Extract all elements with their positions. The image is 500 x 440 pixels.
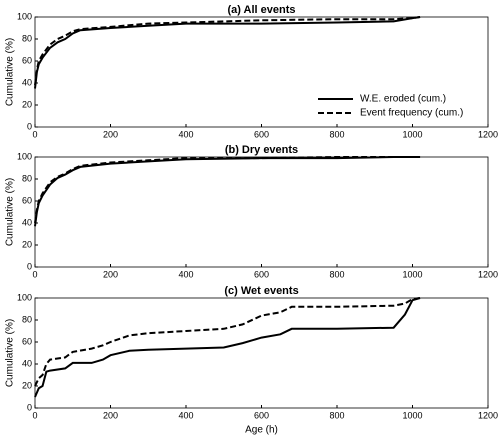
y-tick-label: 40 <box>22 77 32 87</box>
x-tick-label: 400 <box>178 129 193 139</box>
x-tick-label: 800 <box>329 410 344 420</box>
y-tick-label: 60 <box>22 195 32 205</box>
chart-title: (b) Dry events <box>225 144 298 156</box>
x-tick-label: 600 <box>254 129 269 139</box>
plot-frame <box>34 297 489 409</box>
y-tick-label: 40 <box>22 358 32 368</box>
line <box>34 156 421 224</box>
y-tick-label: 20 <box>22 99 32 109</box>
x-tick-label: 1000 <box>402 269 422 279</box>
x-axis-label: Age (h) <box>245 425 278 436</box>
line <box>34 297 421 387</box>
line <box>34 297 421 398</box>
x-tick-label: 0 <box>32 269 37 279</box>
x-tick-label: 200 <box>103 410 118 420</box>
y-tick-label: 80 <box>22 314 32 324</box>
x-tick-label: 1200 <box>478 410 498 420</box>
y-tick-label: 40 <box>22 217 32 227</box>
y-tick-label: 80 <box>22 33 32 43</box>
x-tick-label: 600 <box>254 269 269 279</box>
chart-title: (a) All events <box>227 4 295 16</box>
y-tick-label: 0 <box>27 402 32 412</box>
y-tick-label: 20 <box>22 239 32 249</box>
x-tick-label: 400 <box>178 410 193 420</box>
x-tick-label: 800 <box>329 269 344 279</box>
chart-title: (c) Wet events <box>224 285 298 297</box>
y-tick-label: 60 <box>22 336 32 346</box>
x-tick-label: 0 <box>32 129 37 139</box>
x-tick-label: 400 <box>178 269 193 279</box>
y-tick-label: 80 <box>22 173 32 183</box>
x-tick-label: 200 <box>103 269 118 279</box>
line <box>34 16 421 89</box>
x-tick-label: 1000 <box>402 129 422 139</box>
x-tick-label: 600 <box>254 410 269 420</box>
y-axis-label: Cumulative (%) <box>5 178 16 246</box>
y-axis-label: Cumulative (%) <box>5 38 16 106</box>
y-tick-label: 20 <box>22 380 32 390</box>
y-tick-label: 100 <box>17 292 32 302</box>
y-tick-label: 0 <box>27 261 32 271</box>
y-tick-label: 60 <box>22 55 32 65</box>
plot-frame <box>34 156 489 268</box>
y-tick-label: 100 <box>17 151 32 161</box>
x-tick-label: 1200 <box>478 269 498 279</box>
x-tick-label: 1000 <box>402 410 422 420</box>
y-axis-label: Cumulative (%) <box>5 319 16 387</box>
legend-label: Event frequency (cum.) <box>360 108 463 119</box>
legend-label: W.E. eroded (cum.) <box>360 94 446 105</box>
x-tick-label: 200 <box>103 129 118 139</box>
y-tick-label: 100 <box>17 11 32 21</box>
line <box>34 156 421 227</box>
y-tick-label: 0 <box>27 121 32 131</box>
x-tick-label: 0 <box>32 410 37 420</box>
x-tick-label: 800 <box>329 129 344 139</box>
line <box>34 16 421 86</box>
x-tick-label: 1200 <box>478 129 498 139</box>
